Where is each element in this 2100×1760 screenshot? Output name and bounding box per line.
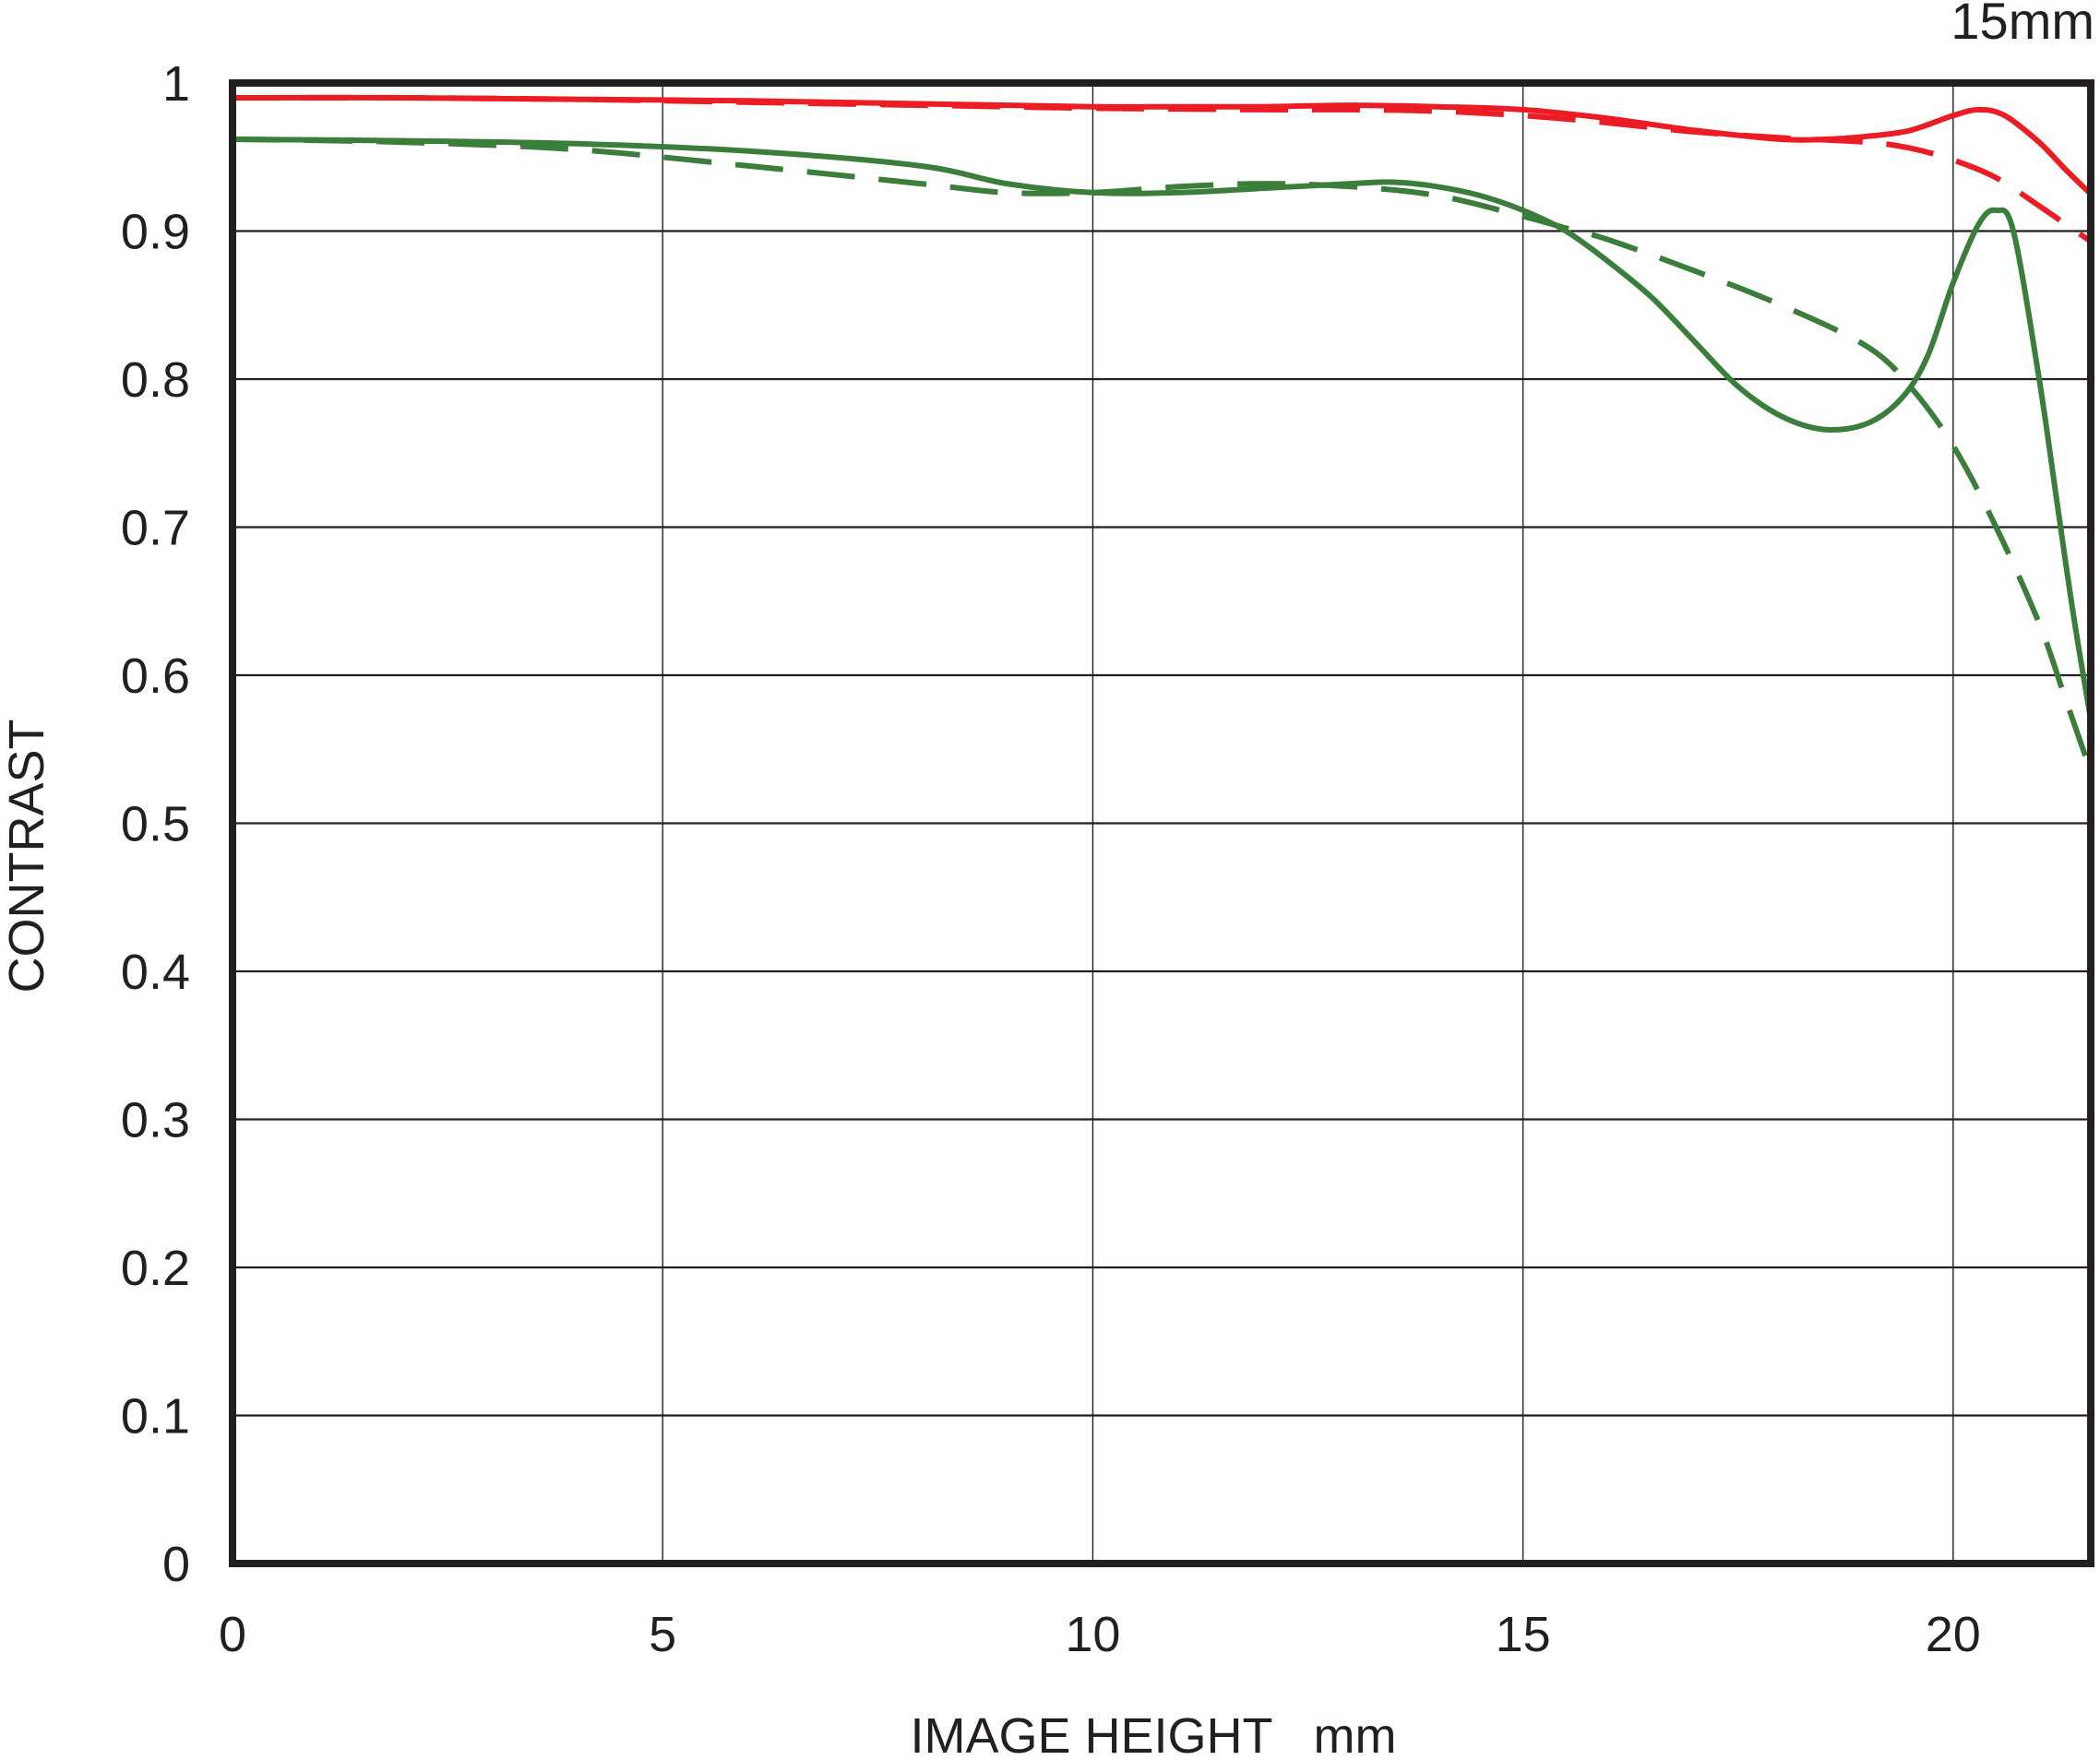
y-tick-label: 0: [162, 1537, 190, 1592]
x-tick-label: 0: [219, 1607, 246, 1662]
plot-frame: [229, 79, 2094, 1567]
x-tick-label: 20: [1926, 1607, 1981, 1662]
y-tick-label: 0.1: [121, 1389, 190, 1445]
red-solid-series-line: [232, 94, 2094, 196]
series-lines: [232, 94, 2094, 773]
y-tick-label: 1: [162, 56, 190, 112]
x-tick-label: 10: [1065, 1607, 1120, 1662]
y-tick-label: 0.4: [121, 945, 190, 1000]
tick-labels: 00.10.20.30.40.50.60.70.80.910 5 10 15 20: [121, 56, 1981, 1662]
grid-lines: [233, 83, 2091, 1564]
y-tick-label: 0.5: [121, 797, 190, 852]
chart-title: 15mm: [1951, 0, 2094, 50]
x-tick-label: 15: [1496, 1607, 1551, 1662]
y-axis-label: CONTRAST: [0, 719, 54, 993]
y-tick-label: 0.3: [121, 1093, 190, 1148]
y-tick-label: 0.2: [121, 1241, 190, 1296]
plot-border: [229, 79, 2094, 1567]
x-tick-label: 5: [649, 1607, 676, 1662]
green-dashed-series-line: [232, 137, 2094, 773]
y-tick-label: 0.7: [121, 501, 190, 556]
x-axis-label: IMAGE HEIGHT mm: [910, 1708, 1396, 1760]
y-tick-label: 0.8: [121, 352, 190, 408]
y-tick-label: 0.9: [121, 205, 190, 260]
green-solid-series-line: [232, 137, 2094, 720]
y-tick-label: 0.6: [121, 648, 190, 704]
red-dashed-series-line: [232, 94, 2093, 244]
